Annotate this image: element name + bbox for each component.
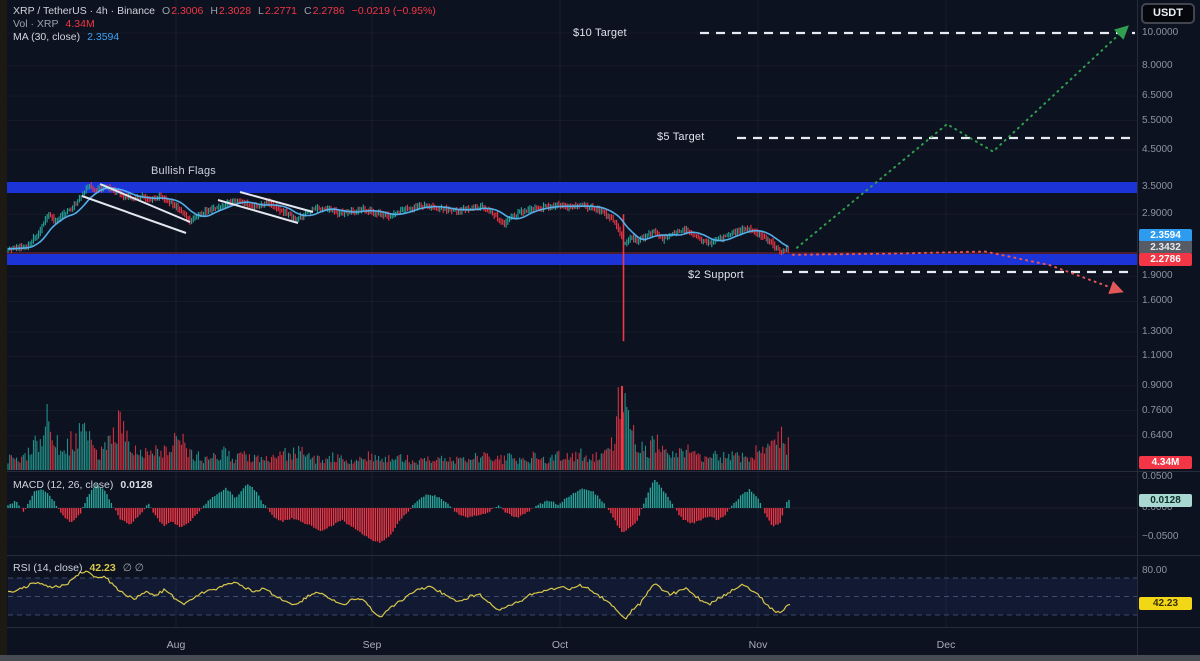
close-label: C: [304, 4, 312, 17]
ma-row[interactable]: MA (30, close) 2.3594: [13, 30, 436, 43]
support-2-label[interactable]: $2 Support: [688, 269, 744, 281]
close-value: 2.2786: [312, 4, 345, 17]
macd-value: 0.0128: [120, 478, 153, 491]
rsi-label: RSI (14, close): [13, 561, 83, 574]
window-left-edge: [0, 0, 7, 661]
rsi-legend[interactable]: RSI (14, close) 42.23 ∅ ∅: [13, 561, 144, 574]
low-value: 2.2771: [264, 4, 298, 17]
time-axis[interactable]: Aug Sep Oct Nov Dec: [0, 628, 1200, 655]
month-tick-label: Nov: [748, 639, 768, 651]
ma-price-chip: 2.3594: [1139, 229, 1192, 242]
last-price-chip: 2.2786: [1139, 253, 1192, 266]
macd-value-chip: 0.0128: [1139, 494, 1192, 507]
rsi-value: 42.23: [89, 561, 116, 574]
low-label: L: [258, 4, 264, 17]
change-value: −0.0219 (−0.95%): [351, 4, 436, 17]
symbol-title: XRP / TetherUS · 4h · Binance: [13, 4, 156, 17]
macd-legend[interactable]: MACD (12, 26, close) 0.0128: [13, 478, 153, 491]
rsi-extra-icons: ∅ ∅: [122, 561, 144, 574]
window-bottom-edge: [0, 655, 1200, 661]
high-value: 2.3028: [218, 4, 252, 17]
target-5-label[interactable]: $5 Target: [657, 131, 705, 143]
volume-row[interactable]: Vol · XRP 4.34M: [13, 17, 436, 30]
month-tick-label: Oct: [551, 639, 569, 651]
ma-label: MA (30, close): [13, 30, 81, 43]
rsi-value-chip: 42.23: [1139, 597, 1192, 610]
month-tick-label: Sep: [362, 639, 382, 651]
currency-toggle-button[interactable]: USDT: [1141, 3, 1195, 24]
month-tick-label: Dec: [936, 639, 956, 651]
macd-label: MACD (12, 26, close): [13, 478, 114, 491]
open-label: O: [162, 4, 171, 17]
bullish-flags-label[interactable]: Bullish Flags: [151, 165, 216, 177]
volume-value: 4.34M: [65, 17, 95, 30]
high-label: H: [210, 4, 218, 17]
month-tick-label: Aug: [166, 639, 186, 651]
volume-chip: 4.34M: [1139, 456, 1192, 469]
volume-label: Vol · XRP: [13, 17, 59, 30]
open-value: 2.3006: [171, 4, 204, 17]
target-10-label[interactable]: $10 Target: [573, 27, 627, 39]
ma-value: 2.3594: [87, 30, 120, 43]
countdown-price-chip: 2.3432: [1139, 241, 1192, 254]
